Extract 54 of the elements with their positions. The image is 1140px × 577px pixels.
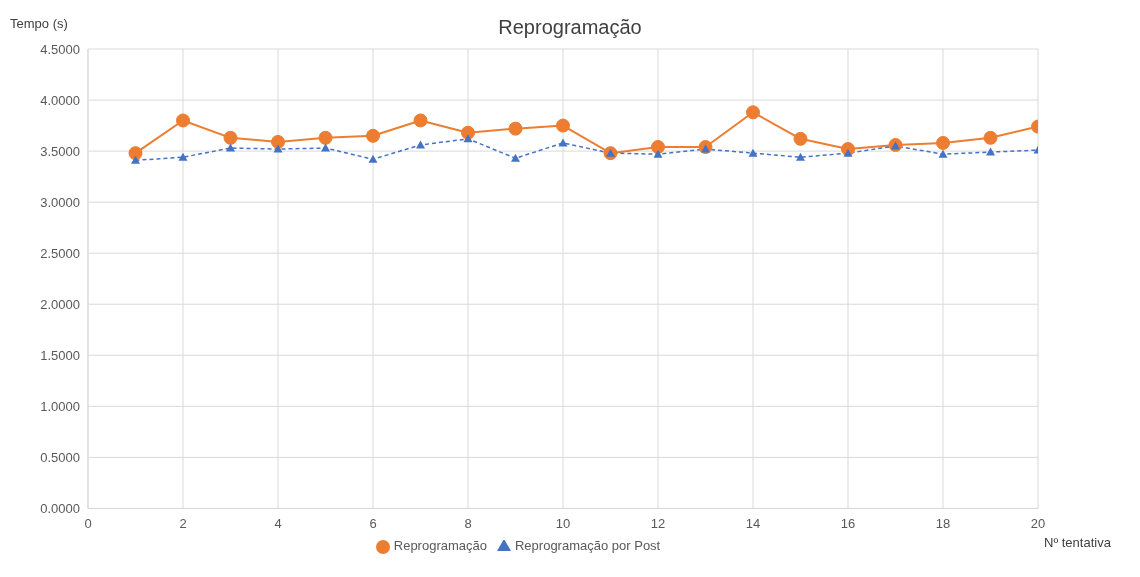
point bbox=[226, 143, 235, 152]
x-tick-label: 18 bbox=[935, 516, 951, 532]
x-tick-label: 16 bbox=[840, 516, 856, 532]
y-tick-label: 2.0000 bbox=[40, 296, 80, 312]
y-tick-label: 4.5000 bbox=[40, 41, 80, 57]
point bbox=[843, 148, 853, 157]
legend-label: Reprogramação bbox=[393, 538, 487, 554]
x-tick-label: 8 bbox=[464, 516, 472, 532]
x-tick-label: 12 bbox=[650, 516, 666, 532]
chart-title: Reprogramação bbox=[498, 16, 642, 38]
x-tick-label: 0 bbox=[84, 516, 92, 532]
y-tick-label: 3.5000 bbox=[40, 143, 80, 159]
x-tick-label: 20 bbox=[1030, 516, 1046, 532]
point bbox=[461, 125, 475, 140]
legend-label: Reprogramação por Post bbox=[514, 538, 661, 554]
point bbox=[321, 143, 330, 152]
point bbox=[653, 149, 663, 158]
point bbox=[271, 134, 285, 149]
point bbox=[793, 131, 808, 146]
point bbox=[508, 121, 523, 136]
point bbox=[746, 105, 760, 120]
point bbox=[511, 153, 520, 162]
y-tick-label: 0.0000 bbox=[40, 501, 80, 517]
x-tick-label: 4 bbox=[274, 516, 282, 532]
y-tick-label: 1.0000 bbox=[40, 398, 80, 414]
x-tick-label: 6 bbox=[369, 516, 377, 532]
point bbox=[273, 144, 283, 153]
point bbox=[131, 155, 140, 164]
point bbox=[651, 140, 665, 155]
x-tick-label: 10 bbox=[555, 516, 571, 532]
y-axis-title: Tempo (s) bbox=[10, 16, 68, 31]
point bbox=[366, 128, 380, 143]
x-tick-label: 2 bbox=[179, 516, 187, 532]
point bbox=[368, 154, 378, 163]
point bbox=[748, 148, 758, 157]
x-tick-label: 14 bbox=[745, 516, 761, 532]
point bbox=[556, 118, 570, 133]
y-tick-label: 0.5000 bbox=[40, 450, 80, 465]
x-axis-title: Nº tentativa bbox=[1044, 535, 1111, 550]
point bbox=[176, 113, 190, 128]
point bbox=[318, 130, 333, 145]
y-tick-label: 2.5000 bbox=[40, 245, 80, 261]
point bbox=[413, 113, 428, 128]
point bbox=[178, 152, 188, 161]
point bbox=[938, 149, 948, 158]
point bbox=[796, 152, 805, 161]
y-tick-label: 3.0000 bbox=[40, 194, 80, 210]
point bbox=[983, 130, 998, 145]
point bbox=[128, 146, 143, 161]
point bbox=[986, 147, 995, 156]
y-tick-label: 1.5000 bbox=[40, 347, 80, 363]
point bbox=[223, 130, 238, 145]
point bbox=[936, 135, 950, 150]
y-tick-label: 4.0000 bbox=[40, 92, 80, 108]
